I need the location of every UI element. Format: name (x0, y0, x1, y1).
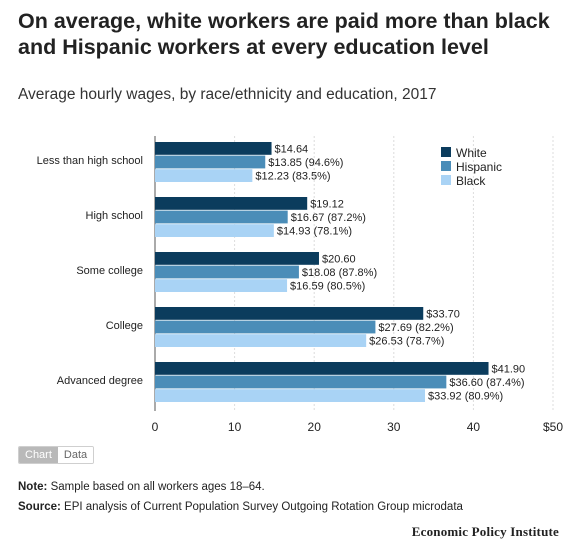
x-tick-label: 20 (308, 420, 322, 434)
data-label: $12.23 (83.5%) (255, 171, 330, 183)
source-label: Source: (18, 501, 61, 513)
category-label: Advanced degree (57, 375, 143, 387)
category-label: Less than high school (37, 155, 143, 167)
x-tick-label: 40 (467, 420, 481, 434)
data-label: $14.93 (78.1%) (277, 226, 352, 238)
source-text: EPI analysis of Current Population Surve… (64, 501, 463, 513)
data-label: $13.85 (94.6%) (268, 157, 343, 169)
data-label: $16.59 (80.5%) (290, 281, 365, 293)
bar (155, 375, 447, 389)
bar (155, 265, 299, 279)
x-tick-label: 0 (152, 420, 159, 434)
note-text: Sample based on all workers ages 18–64. (50, 481, 265, 493)
bar (155, 334, 367, 347)
data-label: $27.69 (82.2%) (378, 322, 453, 334)
data-label: $33.92 (80.9%) (428, 391, 503, 403)
bar (155, 252, 319, 265)
data-tab[interactable]: Data (57, 447, 94, 463)
data-label: $36.60 (87.4%) (449, 377, 524, 389)
bar (155, 320, 376, 334)
x-tick-label: 30 (387, 420, 401, 434)
x-tick-label: $50 (543, 420, 563, 434)
bar (155, 142, 272, 155)
data-label: $41.90 (492, 364, 526, 376)
bar (155, 307, 424, 320)
data-label: $18.08 (87.8%) (302, 267, 377, 279)
bar (155, 155, 266, 169)
bar (155, 224, 274, 237)
legend-label: Hispanic (456, 160, 502, 174)
legend-label: White (456, 146, 487, 160)
legend-swatch (441, 175, 451, 185)
data-label: $14.64 (275, 144, 309, 156)
legend-label: Black (456, 174, 486, 188)
bar (155, 279, 288, 292)
bar (155, 169, 253, 182)
data-label: $20.60 (322, 254, 356, 266)
view-toggle: Chart Data (18, 446, 95, 464)
epi-logo: Economic Policy Institute (411, 524, 559, 539)
x-tick-label: 10 (228, 420, 242, 434)
data-label: $19.12 (310, 199, 344, 211)
bar (155, 210, 288, 224)
data-label: $33.70 (426, 309, 460, 321)
note: Note: Sample based on all workers ages 1… (18, 481, 265, 493)
data-label: $26.53 (78.7%) (369, 336, 444, 348)
category-label: College (106, 320, 143, 332)
chart-title: On average, white workers are paid more … (18, 9, 550, 59)
source: Source: EPI analysis of Current Populati… (18, 501, 463, 513)
category-label: High school (86, 210, 143, 222)
category-label: Some college (76, 265, 143, 277)
legend-swatch (441, 147, 451, 157)
bar (155, 197, 308, 210)
chart-tab[interactable]: Chart (19, 447, 58, 463)
data-label: $16.67 (87.2%) (291, 212, 366, 224)
chart-subtitle: Average hourly wages, by race/ethnicity … (18, 86, 437, 103)
bar (155, 362, 489, 375)
bar (155, 389, 426, 402)
note-label: Note: (18, 481, 48, 493)
legend-swatch (441, 161, 451, 171)
